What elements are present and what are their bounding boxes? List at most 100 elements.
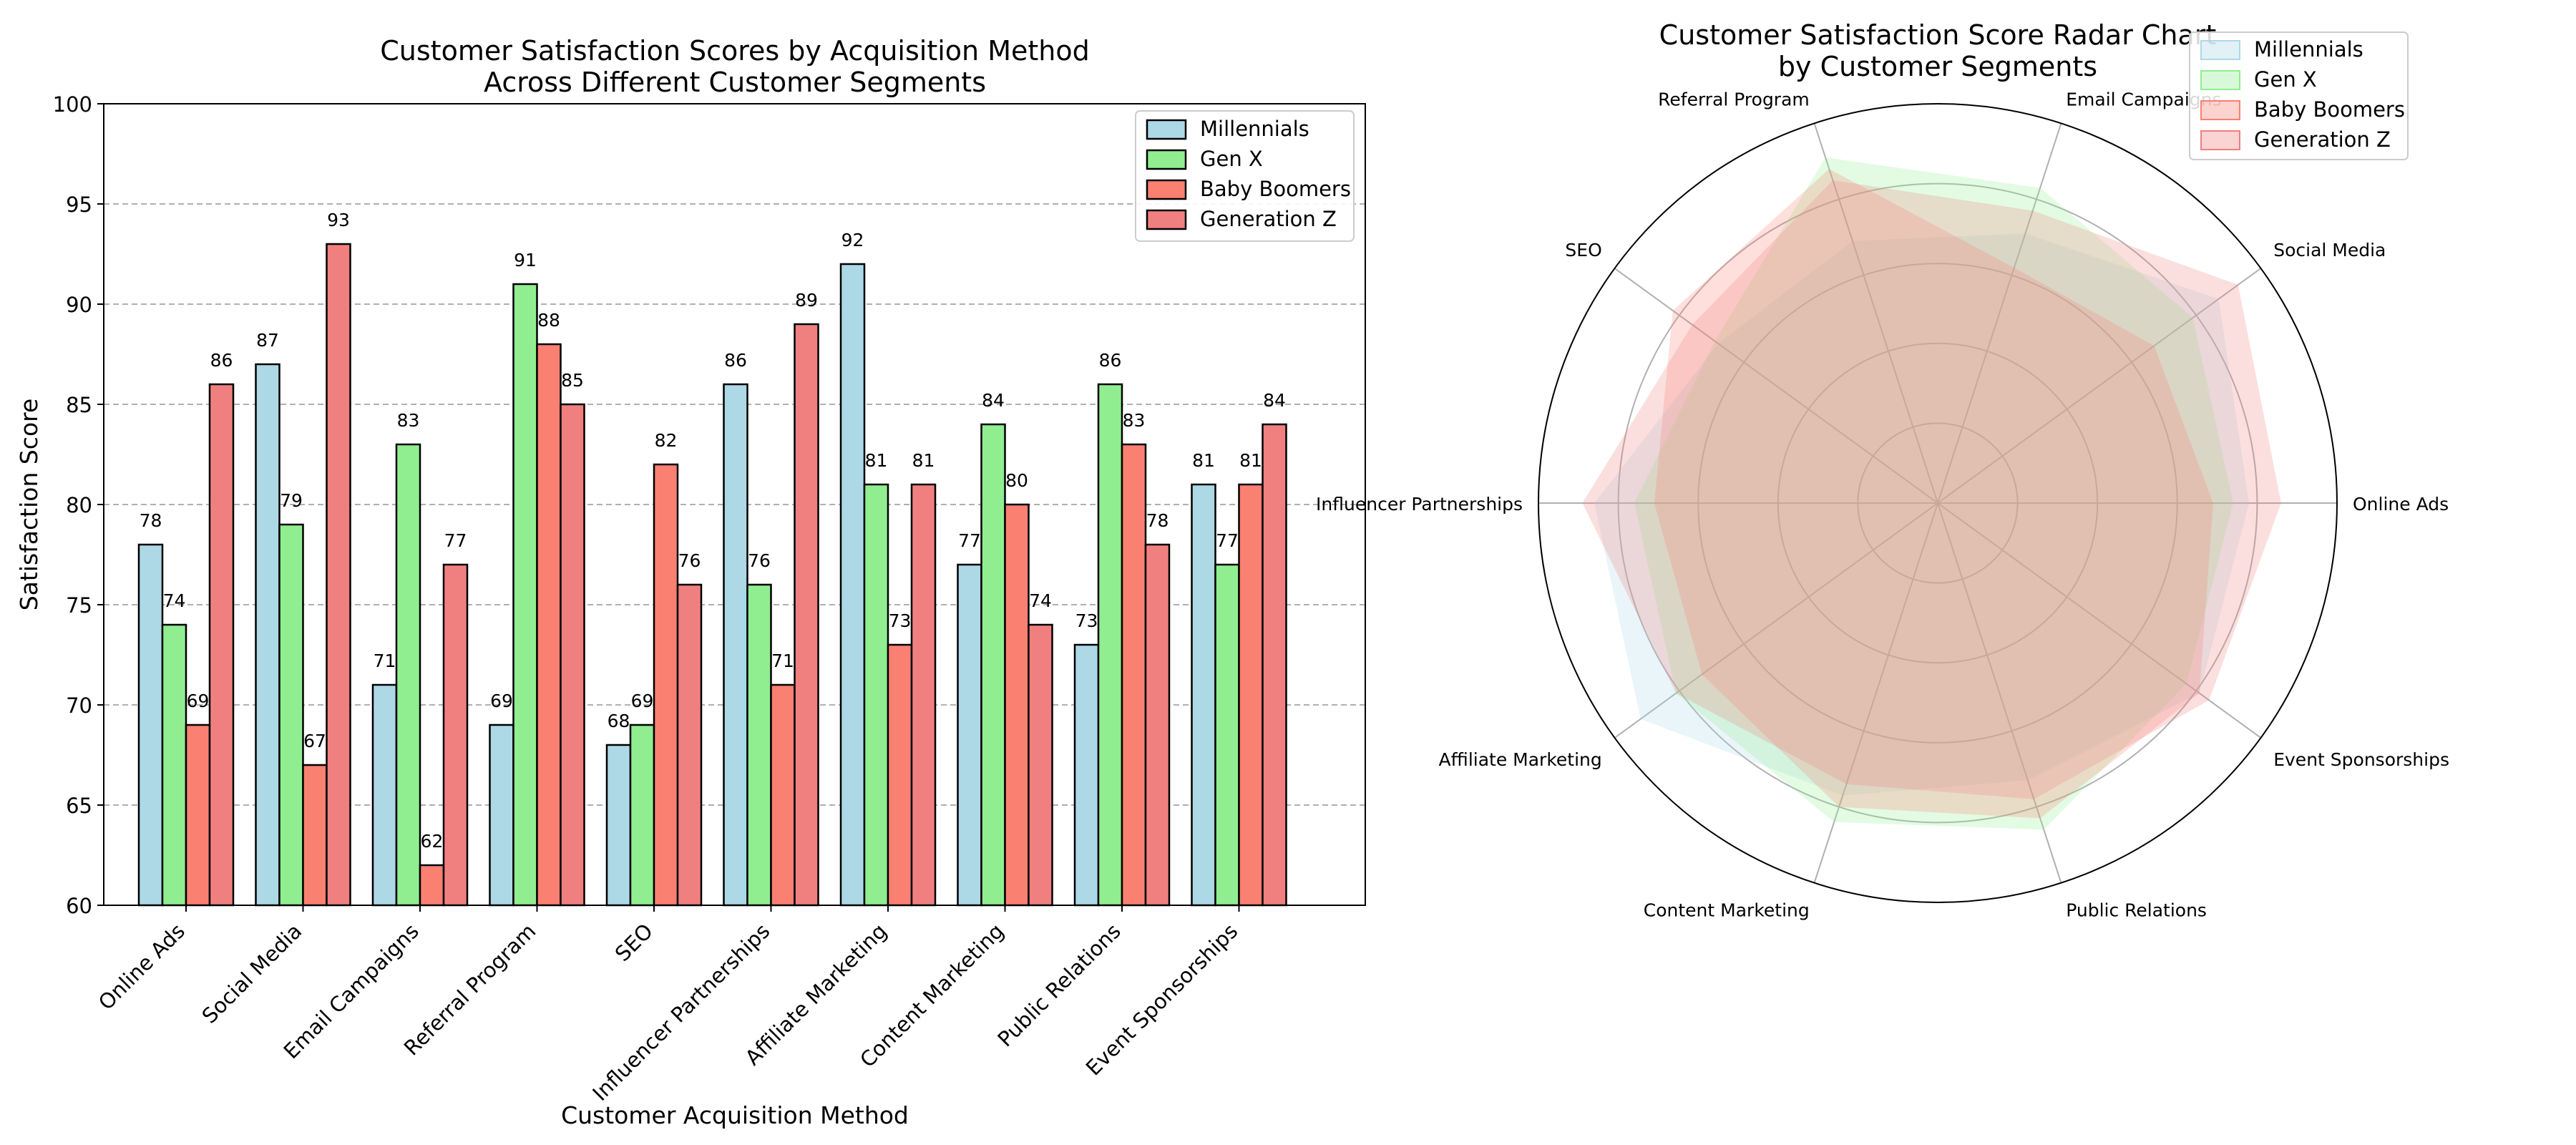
bar-millennials-referral-program (489, 723, 514, 907)
bar-gen-x-event-sponsorships (1214, 563, 1240, 907)
y-tick-label: 75 (66, 593, 92, 618)
radar-spoke (1937, 502, 2262, 739)
radar-area-millennials (1594, 233, 2250, 796)
bar-value-label: 77 (958, 530, 981, 551)
bar-baby-boomers-email-campaigns (419, 864, 445, 907)
radar-chart-title-line1: Customer Satisfaction Score Radar Chart (1659, 19, 2217, 51)
bar-generation-z-influencer-partnerships (794, 323, 819, 907)
y-tick-label: 90 (66, 293, 92, 317)
bar-value-label: 81 (865, 450, 888, 471)
bar-value-label: 84 (982, 390, 1005, 411)
bar-value-label: 76 (678, 550, 701, 571)
radar-spoke (1937, 268, 2262, 504)
y-tick-label: 70 (66, 693, 92, 718)
bar-value-label: 69 (187, 691, 210, 711)
bar-baby-boomers-event-sponsorships (1238, 483, 1264, 907)
radar-area-gen-x (1634, 157, 2233, 830)
radar-category-label: Public Relations (2066, 900, 2207, 921)
bar-value-label: 78 (140, 510, 162, 531)
y-tick-label: 60 (66, 894, 92, 918)
bar-value-label: 74 (1029, 590, 1052, 611)
legend-swatch-generation-z (1146, 209, 1187, 230)
bar-value-label: 69 (490, 691, 513, 711)
bar-value-label: 84 (1263, 390, 1286, 411)
bar-value-label: 82 (655, 430, 678, 451)
y-tick-label: 65 (66, 794, 92, 818)
legend-swatch-gen-x (1146, 149, 1187, 170)
radar-legend-label-generation-z: Generation Z (2254, 127, 2391, 152)
bar-value-label: 81 (1192, 450, 1215, 471)
bar-value-label: 81 (912, 450, 935, 471)
radar-chart-grid (1538, 123, 2337, 883)
radar-category-label: Social Media (2273, 240, 2386, 260)
radar-category-label: Event Sponsorships (2273, 749, 2449, 770)
bar-baby-boomers-content-marketing (1004, 503, 1030, 907)
bar-baby-boomers-affiliate-marketing (887, 643, 913, 907)
radar-legend-swatch-gen-x (2200, 70, 2240, 90)
bar-millennials-email-campaigns (371, 683, 398, 907)
bar-millennials-event-sponsorships (1191, 483, 1216, 907)
bar-gen-x-seo (629, 723, 655, 907)
radar-chart-legend: Millennials Gen X Baby Boomers Generation Z (2189, 31, 2409, 160)
bar-millennials-seo (605, 744, 632, 907)
legend-label-baby-boomers: Baby Boomers (1200, 177, 1351, 201)
bar-generation-z-content-marketing (1028, 623, 1053, 907)
bar-value-label: 74 (163, 590, 186, 611)
bar-value-label: 85 (561, 370, 584, 391)
bar-value-label: 62 (421, 831, 444, 852)
radar-spoke (1813, 123, 1938, 504)
legend-label-generation-z: Generation Z (1200, 207, 1337, 231)
bar-value-label: 69 (631, 691, 654, 711)
bar-gen-x-influencer-partnerships (746, 583, 772, 907)
bar-generation-z-social-media (326, 243, 351, 907)
bar-millennials-online-ads (137, 543, 164, 907)
bar-generation-z-affiliate-marketing (910, 483, 937, 907)
y-tick-label: 85 (66, 393, 92, 417)
bar-gen-x-online-ads (161, 623, 187, 907)
radar-chart-title-line2: by Customer Segments (1778, 51, 2097, 82)
radar-chart-legend-frame (2189, 31, 2409, 160)
radar-spoke (1614, 502, 1938, 739)
bar-gen-x-public-relations (1097, 383, 1123, 907)
bar-value-label: 71 (374, 651, 396, 671)
bar-chart-title-line1: Customer Satisfaction Scores by Acquisit… (380, 35, 1089, 67)
bar-generation-z-online-ads (208, 383, 235, 907)
bar-chart-title-line2: Across Different Customer Segments (484, 67, 986, 98)
bar-chart-y-axis-label: Satisfaction Score (15, 399, 43, 611)
radar-chart-series-areas (1582, 157, 2281, 830)
bar-value-label: 77 (1216, 530, 1239, 551)
radar-legend-label-millennials: Millennials (2254, 37, 2363, 62)
radar-area-baby-boomers (1654, 169, 2213, 819)
bar-value-label: 86 (1099, 350, 1122, 371)
bar-generation-z-seo (676, 583, 703, 907)
legend-label-gen-x: Gen X (1200, 147, 1263, 171)
bar-value-label: 83 (397, 410, 420, 431)
radar-category-label: Online Ads (2353, 494, 2449, 515)
bar-value-label: 73 (1075, 610, 1098, 631)
bar-value-label: 71 (771, 651, 794, 671)
radar-area-generation-z (1582, 180, 2281, 799)
bar-value-label: 73 (889, 610, 912, 631)
radar-spoke (1937, 502, 2062, 883)
radar-category-label: Content Marketing (1644, 900, 1810, 921)
radar-category-label: Influencer Partnerships (1316, 494, 1523, 515)
radar-spoke (1813, 502, 1938, 883)
bar-chart-value-labels: 7874698687796793718362776991888568698276… (140, 210, 1286, 852)
bar-value-label: 91 (514, 250, 537, 271)
radar-legend-swatch-generation-z (2200, 130, 2240, 150)
bar-baby-boomers-influencer-partnerships (770, 683, 796, 907)
bar-chart-y-ticks: 60 65 70 75 80 85 90 95 100 (53, 92, 104, 918)
y-tick-label: 95 (66, 193, 92, 217)
bar-millennials-content-marketing (957, 563, 982, 907)
bar-value-label: 81 (1239, 450, 1262, 471)
radar-category-label: SEO (1565, 240, 1601, 260)
bar-value-label: 78 (1146, 510, 1169, 531)
bar-generation-z-referral-program (560, 403, 585, 907)
bar-generation-z-email-campaigns (442, 563, 469, 907)
bar-millennials-social-media (255, 363, 280, 907)
y-tick-label: 100 (53, 92, 92, 117)
bar-gen-x-email-campaigns (395, 443, 421, 907)
radar-legend-swatch-millennials (2200, 40, 2240, 60)
bar-value-label: 86 (724, 350, 747, 371)
